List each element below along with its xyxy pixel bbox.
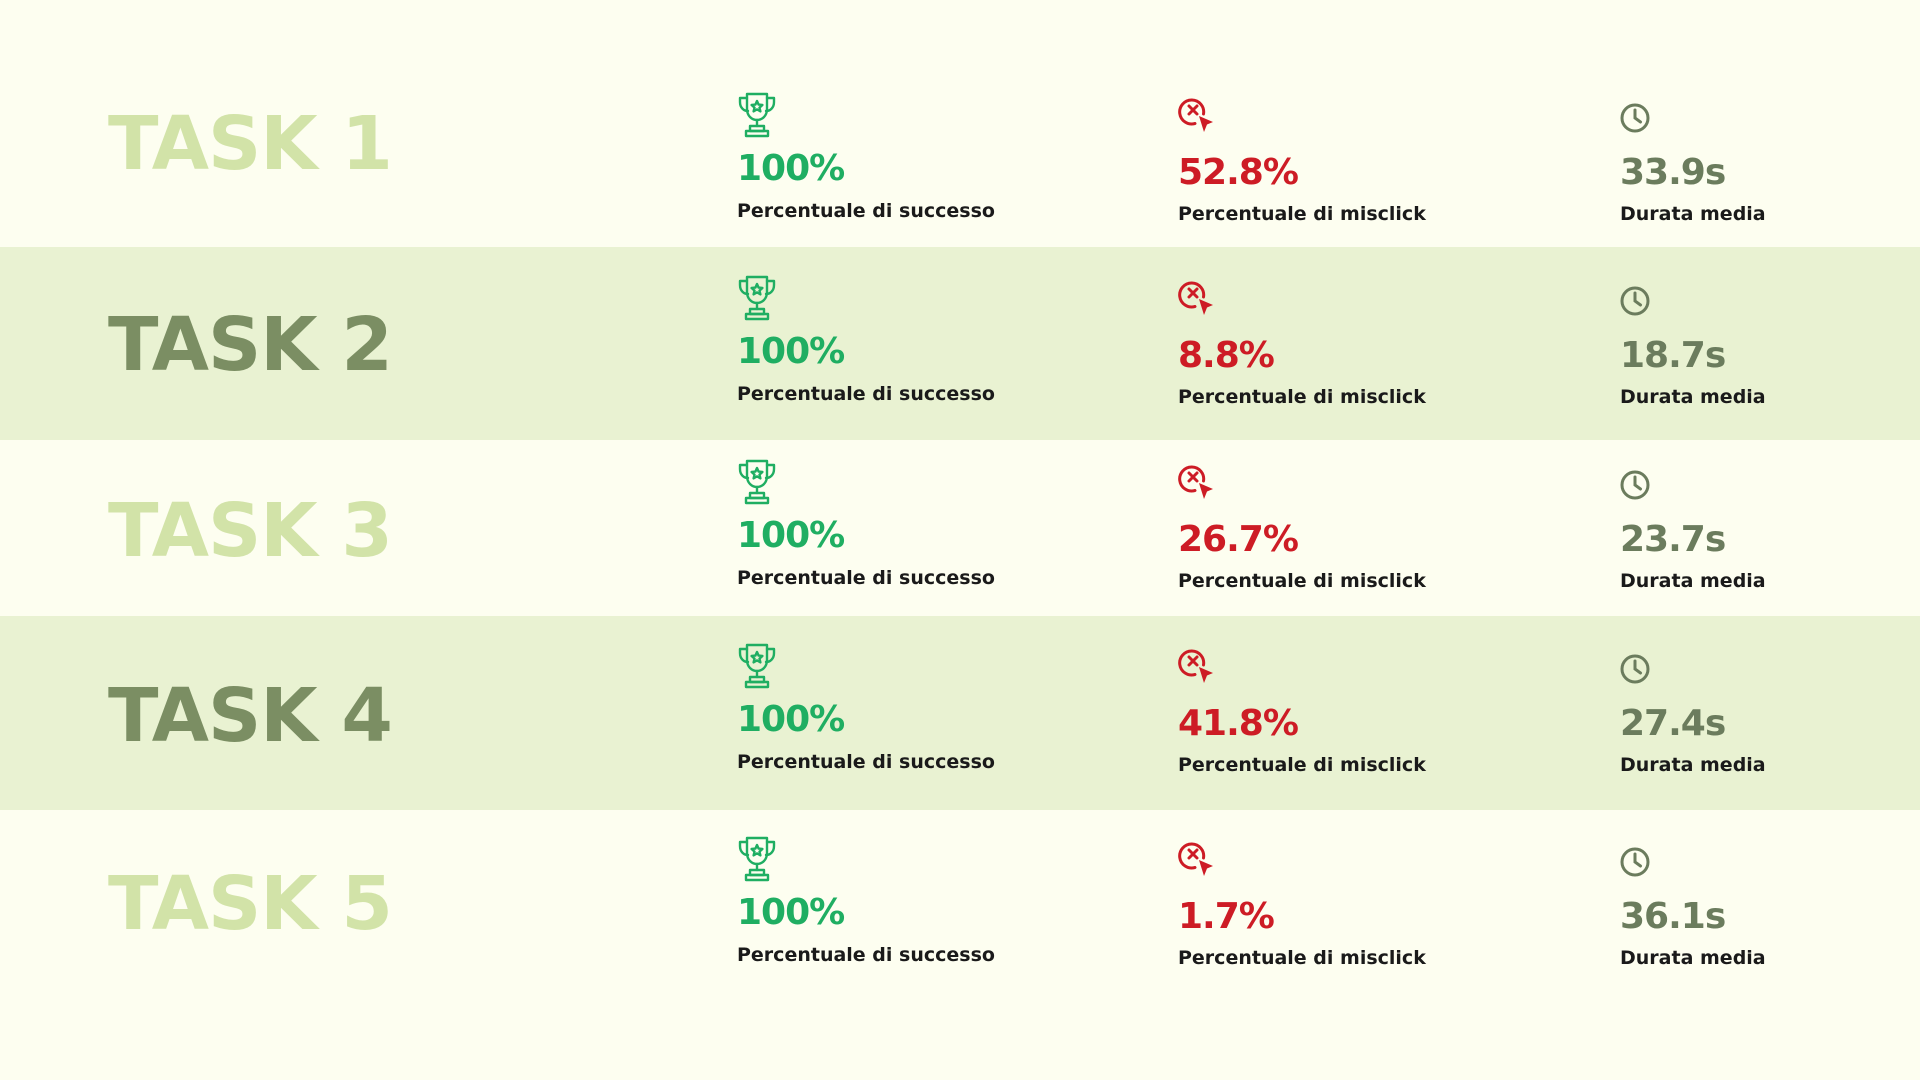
- success-rate-value: 100%: [737, 699, 845, 740]
- task-4-row-band: [0, 616, 1920, 810]
- success-rate-value: 100%: [737, 331, 845, 372]
- trophy-icon: [737, 835, 777, 883]
- average-duration-value: 27.4s: [1620, 703, 1726, 744]
- clock-icon: [1620, 468, 1660, 516]
- average-duration-label: Durata media: [1620, 386, 1766, 408]
- task-2-row-band: [0, 247, 1920, 440]
- average-duration-value: 23.7s: [1620, 519, 1726, 560]
- success-rate-label: Percentuale di successo: [737, 567, 995, 589]
- task-1-title: TASK 1: [108, 101, 393, 187]
- success-rate-label: Percentuale di successo: [737, 751, 995, 773]
- average-duration-value: 36.1s: [1620, 896, 1726, 937]
- misclick-cursor-icon: [1178, 840, 1218, 888]
- trophy-icon: [737, 458, 777, 506]
- misclick-rate-value: 26.7%: [1178, 519, 1299, 560]
- success-rate-label: Percentuale di successo: [737, 944, 995, 966]
- average-duration-label: Durata media: [1620, 754, 1766, 776]
- success-rate-value: 100%: [737, 515, 845, 556]
- average-duration-value: 33.9s: [1620, 152, 1726, 193]
- misclick-cursor-icon: [1178, 279, 1218, 327]
- average-duration-value: 18.7s: [1620, 335, 1726, 376]
- misclick-rate-value: 52.8%: [1178, 152, 1299, 193]
- clock-icon: [1620, 101, 1660, 149]
- misclick-rate-value: 41.8%: [1178, 703, 1299, 744]
- trophy-icon: [737, 642, 777, 690]
- clock-icon: [1620, 845, 1660, 893]
- trophy-icon: [737, 274, 777, 322]
- task-5-title: TASK 5: [108, 861, 393, 947]
- task-3-title: TASK 3: [108, 488, 393, 574]
- misclick-rate-label: Percentuale di misclick: [1178, 386, 1426, 408]
- misclick-cursor-icon: [1178, 96, 1218, 144]
- average-duration-label: Durata media: [1620, 947, 1766, 969]
- misclick-rate-label: Percentuale di misclick: [1178, 570, 1426, 592]
- clock-icon: [1620, 284, 1660, 332]
- success-rate-value: 100%: [737, 892, 845, 933]
- trophy-icon: [737, 91, 777, 139]
- task-4-title: TASK 4: [108, 673, 393, 759]
- misclick-rate-label: Percentuale di misclick: [1178, 754, 1426, 776]
- misclick-rate-value: 1.7%: [1178, 896, 1275, 937]
- misclick-cursor-icon: [1178, 647, 1218, 695]
- misclick-rate-label: Percentuale di misclick: [1178, 947, 1426, 969]
- average-duration-label: Durata media: [1620, 203, 1766, 225]
- average-duration-label: Durata media: [1620, 570, 1766, 592]
- misclick-cursor-icon: [1178, 463, 1218, 511]
- misclick-rate-label: Percentuale di misclick: [1178, 203, 1426, 225]
- success-rate-value: 100%: [737, 148, 845, 189]
- task-2-title: TASK 2: [108, 302, 393, 388]
- success-rate-label: Percentuale di successo: [737, 383, 995, 405]
- success-rate-label: Percentuale di successo: [737, 200, 995, 222]
- clock-icon: [1620, 652, 1660, 700]
- misclick-rate-value: 8.8%: [1178, 335, 1275, 376]
